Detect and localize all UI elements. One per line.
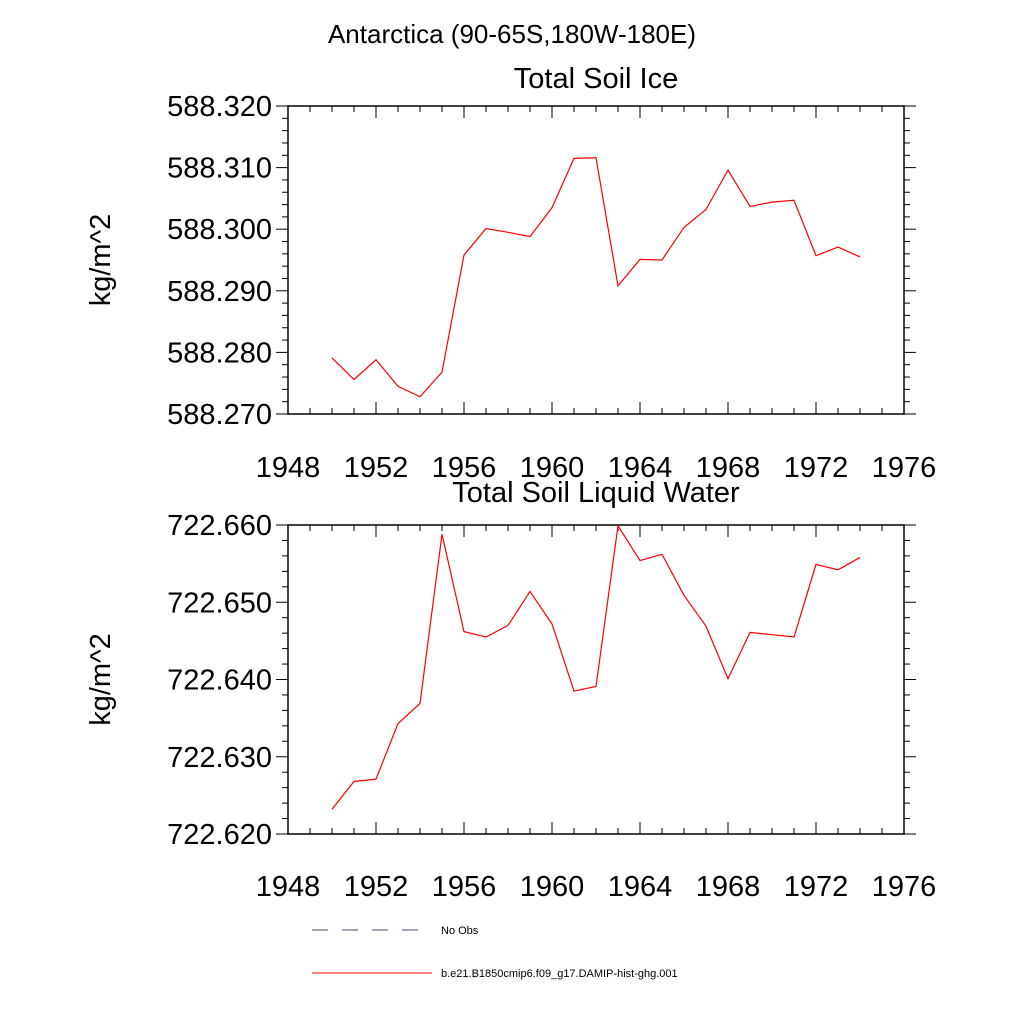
y-tick-label: 722.630 — [167, 742, 272, 774]
chart-panel-2: Total Soil Liquid Water kg/m^2 1948 1952 195… — [85, 477, 936, 903]
x-tick-label: 1948 — [256, 452, 321, 484]
x-tick-label: 1952 — [344, 452, 409, 484]
series-line-1 — [331, 157, 861, 398]
chart-title: Total Soil Ice — [514, 63, 678, 95]
charts: Total Soil Ice kg/m^2 1948 1952 1956 1960 1964… — [85, 63, 936, 903]
legend-label: No Obs — [441, 925, 479, 937]
x-tick-label: 1964 — [608, 871, 673, 903]
x-tick-label: 1956 — [432, 871, 497, 903]
y-tick-label: 588.300 — [167, 214, 272, 246]
y-tick-label: 588.290 — [167, 276, 272, 308]
x-tick-label: 1976 — [872, 452, 937, 484]
plot-frame — [287, 105, 905, 415]
legend: No Obs b.e21.B1850cmip6.f09_g17.DAMIP-his… — [312, 925, 678, 980]
y-axis-label: kg/m^2 — [85, 633, 117, 726]
figure-suptitle: Antarctica (90-65S,180W-180E) — [328, 19, 696, 49]
chart-panel-1: Total Soil Ice kg/m^2 1948 1952 1956 1960 1964… — [85, 63, 936, 484]
legend-label: b.e21.B1850cmip6.f09_g17.DAMIP-hist-ghg.… — [441, 968, 678, 980]
y-tick-label: 588.270 — [167, 399, 272, 431]
y-tick-label: 722.660 — [167, 510, 272, 542]
x-tick-label: 1964 — [608, 452, 673, 484]
x-tick-label: 1960 — [520, 452, 585, 484]
x-tick-label: 1952 — [344, 871, 409, 903]
y-axis-label: kg/m^2 — [85, 214, 117, 307]
x-tick-label: 1972 — [784, 452, 849, 484]
series-line-1 — [331, 524, 861, 810]
x-tick-label: 1968 — [696, 871, 761, 903]
plot-frame — [287, 524, 905, 835]
legend-item-1: No Obs — [312, 925, 479, 937]
x-tick-label: 1960 — [520, 871, 585, 903]
x-tick-label: 1968 — [696, 452, 761, 484]
y-tick-label: 588.280 — [167, 337, 272, 369]
x-tick-label: 1972 — [784, 871, 849, 903]
y-tick-label: 588.320 — [167, 91, 272, 123]
y-tick-label: 588.310 — [167, 153, 272, 185]
y-tick-label: 722.650 — [167, 587, 272, 619]
chart-title: Total Soil Liquid Water — [452, 477, 740, 509]
x-tick-label: 1956 — [432, 452, 497, 484]
y-tick-label: 722.640 — [167, 665, 272, 697]
x-tick-label: 1948 — [256, 871, 321, 903]
x-tick-label: 1976 — [872, 871, 937, 903]
legend-item-2: b.e21.B1850cmip6.f09_g17.DAMIP-hist-ghg.… — [312, 968, 678, 980]
y-tick-label: 722.620 — [167, 819, 272, 851]
